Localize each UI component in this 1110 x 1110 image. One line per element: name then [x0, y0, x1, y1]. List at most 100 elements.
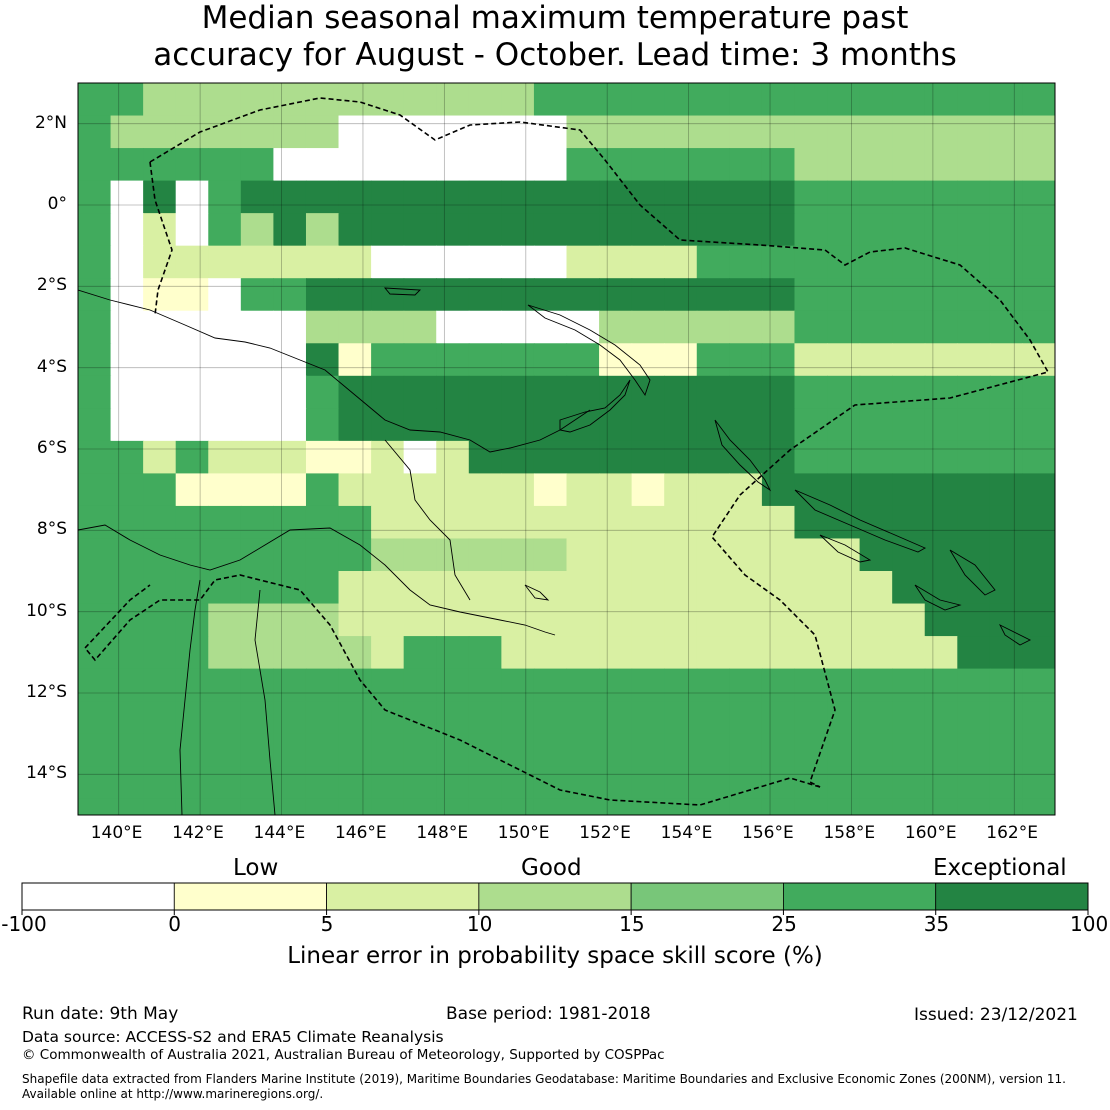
grid-cell [892, 538, 926, 572]
data-source: Data source: ACCESS-S2 and ERA5 Climate … [22, 1028, 444, 1046]
grid-cell [989, 343, 1024, 377]
lon-label: 144°E [253, 823, 306, 843]
grid-cell [468, 505, 502, 540]
grid-cell [78, 408, 112, 442]
grid-cell [501, 473, 535, 507]
grid-cell [729, 538, 763, 572]
grid-cell [599, 603, 633, 637]
grid-cell [533, 473, 568, 507]
grid-cell [143, 180, 177, 214]
solomons-3 [914, 584, 962, 611]
grid-cell [533, 733, 568, 767]
grid-cell [208, 440, 242, 474]
grid-cell [566, 538, 600, 572]
grid-cell [729, 408, 763, 442]
lat-label: 6°S [36, 438, 67, 458]
grid-cell [403, 636, 437, 670]
colorbar-tick-label: 100 [1070, 912, 1109, 936]
grid-cell [664, 538, 698, 572]
grid-cell [794, 245, 828, 279]
grid-cell [761, 213, 796, 247]
grid-cell [305, 310, 340, 344]
grid-cell [794, 408, 828, 442]
grid-cell [664, 440, 698, 474]
grid-cell [78, 701, 112, 735]
grid-cell [1022, 83, 1055, 117]
grid-cell [338, 571, 372, 605]
grid-cell [794, 571, 828, 605]
grid-cell [468, 766, 502, 800]
grid-cell [175, 180, 209, 214]
grid-cell [1022, 473, 1055, 507]
grid-cell [892, 571, 926, 605]
grid-cell [859, 180, 893, 214]
grid-cell [371, 603, 405, 637]
grid-cell [989, 440, 1024, 474]
grid-cell [989, 408, 1024, 442]
grid-cell [664, 668, 698, 702]
grid-cell [664, 375, 698, 409]
grid-cell [631, 766, 665, 800]
grid-cell [208, 310, 242, 344]
grid-cell [110, 473, 144, 507]
grid-cell [338, 245, 372, 279]
grid-cell [338, 440, 372, 474]
grid-cell [371, 180, 405, 214]
grid-cell [892, 701, 926, 735]
grid-cell [436, 440, 470, 474]
grid-cell [664, 310, 698, 344]
grid-cell [631, 310, 665, 344]
grid-cell [436, 148, 470, 182]
grid-cell [859, 603, 893, 637]
grid-cell [175, 505, 209, 540]
grid-cell [631, 180, 665, 214]
grid-cell [892, 213, 926, 247]
grid-cell [924, 766, 958, 800]
grid-cell [761, 505, 796, 540]
grid-cell [1022, 408, 1055, 442]
grid-cell [436, 571, 470, 605]
grid-cell [989, 83, 1024, 117]
lon-label: 146°E [334, 823, 387, 843]
grid-cell [664, 245, 698, 279]
grid-cell [501, 180, 535, 214]
grid-cell [273, 245, 307, 279]
grid-cell [989, 571, 1024, 605]
grid-cell [501, 505, 535, 540]
grid-cell [892, 375, 926, 409]
grid-cell [566, 310, 600, 344]
grid-cell [989, 538, 1024, 572]
grid-cell [273, 213, 307, 247]
grid-cell [175, 538, 209, 572]
grid-cell [501, 538, 535, 572]
grid-cell [794, 213, 828, 247]
grid-cell [468, 148, 502, 182]
grid-cell [273, 603, 307, 637]
grid-cell [436, 701, 470, 735]
grid-cell [1022, 440, 1055, 474]
grid-cell [403, 505, 437, 540]
grid-cell [859, 440, 893, 474]
grid-cell [305, 701, 340, 735]
grid-cell [566, 571, 600, 605]
grid-cell [1022, 505, 1055, 540]
grid-cell [338, 375, 372, 409]
grid-cell [599, 733, 633, 767]
grid-cell [957, 766, 991, 800]
colorbar-tick-label: 25 [771, 912, 797, 936]
grid-cell [240, 538, 274, 572]
grid-cell [859, 83, 893, 117]
grid-cell [338, 668, 372, 702]
colorbar-swatch [326, 882, 480, 911]
grid-cell [729, 343, 763, 377]
grid-cell [240, 245, 274, 279]
grid-cell [957, 603, 991, 637]
grid-cell [631, 148, 665, 182]
grid-cell [924, 603, 958, 637]
grid-cell [78, 505, 112, 540]
grid-cell [1022, 343, 1055, 377]
grid-cell [696, 538, 730, 572]
grid-cell [729, 505, 763, 540]
grid-cell [599, 440, 633, 474]
eez-png-north [149, 97, 1050, 788]
